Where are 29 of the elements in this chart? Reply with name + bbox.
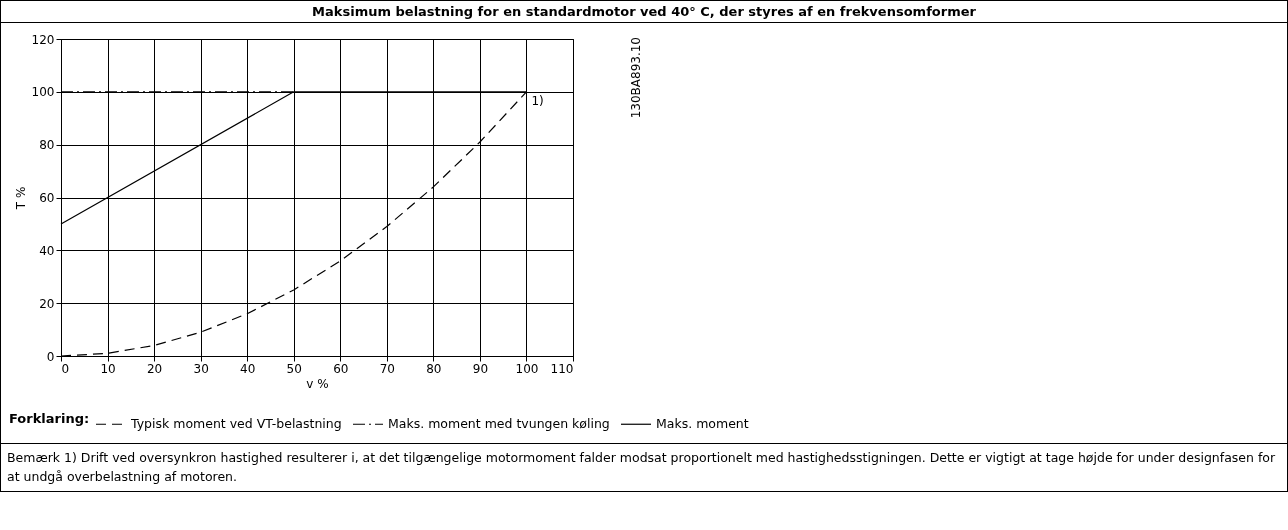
x-tick-label: 30	[193, 361, 209, 376]
y-tick-label: 20	[39, 296, 55, 311]
y-tick-label: 40	[39, 243, 55, 258]
legend-label: Maks. moment med tvungen køling	[388, 416, 610, 432]
x-tick-label: 70	[379, 361, 395, 376]
text: Bemærk 1) Drift ved oversynkron hastighed resulterer i, at det tilgængelige motormoment falder modsat proportionelt med hastighedsstigningen. Dette er vigtigt at tage højde for under designfasen for at undgå overbelastning af motoren.	[1, 443, 1287, 491]
x-tick-label: 60	[333, 361, 349, 376]
x-tick-label: 90	[472, 361, 489, 376]
y-tick-label: 80	[39, 138, 55, 153]
y-tick-label: 0	[46, 349, 55, 364]
y-axis-title: T %	[13, 186, 28, 211]
text: Maksimum belastning for en standardmotor ved 40° C, der styres af en frekvensomformer	[1, 1, 1287, 23]
x-tick-label: 110	[550, 361, 574, 376]
x-tick-label: 10	[100, 361, 116, 376]
x-tick-label: 80	[426, 361, 442, 376]
legend-label: Maks. moment	[656, 416, 749, 432]
x-tick-label: 50	[286, 361, 302, 376]
legend-title: Forklaring:	[9, 411, 90, 426]
text: 130BA893.10	[629, 37, 643, 119]
x-axis-title: v %	[306, 376, 329, 391]
y-tick-label: 120	[31, 32, 55, 47]
y-tick-label: 60	[39, 191, 55, 205]
x-tick-label: 0	[61, 361, 70, 376]
legend-label: Typisk moment ved VT-belastning	[130, 416, 342, 432]
x-tick-label: 40	[240, 361, 256, 376]
annotation: 1)	[531, 93, 544, 108]
x-tick-label: 100	[515, 361, 539, 376]
y-tick-label: 100	[31, 85, 55, 100]
x-tick-label: 20	[146, 361, 163, 376]
